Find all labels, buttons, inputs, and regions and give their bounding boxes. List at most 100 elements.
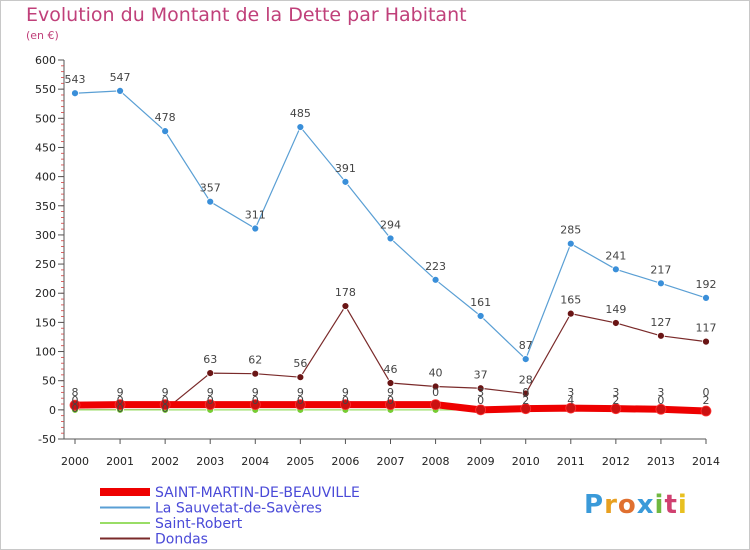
y-tick-label: 350 (35, 200, 56, 213)
data-label: 311 (245, 209, 266, 222)
legend-label: Dondas (155, 532, 208, 548)
data-point (385, 399, 396, 410)
logo-letter: i (654, 490, 665, 520)
logo-letter: i (677, 490, 688, 520)
small-data-label: 0 (387, 394, 394, 407)
data-labels: 543 5474783573114853912942231618728524121… (65, 71, 717, 415)
data-point (159, 399, 171, 410)
data-label: 28 (519, 374, 533, 387)
data-point (69, 399, 81, 411)
data-point (341, 177, 350, 186)
data-label: 63 (203, 353, 217, 366)
data-point (566, 239, 575, 248)
small-data-label: 0 (432, 386, 439, 399)
data-label: 40 (429, 367, 443, 380)
small-data-label: 0 (477, 394, 484, 407)
data-point (657, 331, 665, 340)
data-point (116, 87, 124, 95)
data-label: 543 (65, 73, 86, 86)
x-tick-label: 2007 (377, 455, 405, 468)
logo-letter: o (617, 490, 637, 520)
x-tick-label: 2014 (692, 455, 720, 468)
small-data-label: 4 (567, 394, 574, 407)
small-data-label: 9 (297, 386, 304, 399)
logo-letter: x (636, 490, 655, 520)
data-label: 285 (560, 224, 581, 237)
data-point (294, 399, 306, 410)
data-label: 357 (200, 182, 221, 195)
data-label: 165 (560, 294, 581, 307)
y-tick-label: 500 (35, 112, 56, 125)
y-unit-label: (en €) (26, 29, 59, 42)
y-tick-label: 550 (35, 83, 56, 96)
data-point (702, 337, 710, 346)
data-point (431, 382, 440, 391)
data-point (341, 302, 350, 310)
data-point (611, 319, 620, 327)
small-data-label: 9 (117, 386, 124, 399)
data-point (566, 309, 575, 318)
x-tick-label: 2013 (647, 455, 675, 468)
data-point (610, 403, 622, 415)
y-tick-label: 600 (35, 54, 56, 67)
data-point (206, 369, 215, 378)
data-point (431, 275, 440, 284)
data-point (475, 404, 487, 416)
data-label: 127 (650, 316, 671, 329)
legend-label: La Sauvetat-de-Savères (155, 501, 322, 517)
data-point (521, 389, 530, 398)
small-data-label: 8 (72, 386, 79, 399)
y-tick-label: 150 (35, 316, 56, 329)
data-point (655, 403, 667, 415)
data-point (251, 369, 260, 378)
x-tick-label: 2012 (602, 455, 630, 468)
data-label: 391 (335, 162, 356, 175)
small-data-label: 0 (657, 394, 664, 407)
data-point (476, 384, 485, 393)
small-data-label: 0 (522, 386, 529, 399)
small-data-label: 3 (612, 386, 619, 399)
y-tick-label: 200 (35, 287, 56, 300)
data-label: 149 (605, 303, 626, 316)
x-tick-label: 2008 (422, 455, 450, 468)
data-point (340, 399, 351, 410)
small-data-label: 0 (117, 402, 124, 415)
y-tick-label: 0 (49, 404, 56, 417)
x-tick-label: 2010 (512, 455, 540, 468)
data-point (657, 279, 665, 288)
data-point (565, 402, 577, 414)
data-label: 161 (470, 296, 491, 309)
small-data-label: 0 (703, 386, 710, 399)
data-point (386, 234, 395, 243)
small-data-label: 3 (657, 386, 664, 399)
proxiti-logo[interactable]: Proxiti (584, 490, 688, 520)
logo-letter: t (664, 490, 678, 520)
data-label: 56 (293, 357, 307, 370)
data-label: 37 (474, 368, 488, 381)
series-layer (69, 87, 712, 417)
logo-letter: r (604, 490, 618, 520)
data-point (521, 355, 530, 364)
data-label: 62 (248, 354, 262, 367)
data-point (611, 265, 620, 274)
y-tick-label: 450 (35, 141, 56, 154)
small-data-label: 3 (567, 386, 574, 399)
small-data-label: 2 (522, 394, 529, 407)
data-label: 192 (696, 278, 717, 291)
small-data-label: 9 (207, 386, 214, 399)
x-tick-label: 2001 (106, 455, 134, 468)
y-tick-label: 400 (35, 171, 56, 184)
data-point (700, 405, 712, 417)
small-data-label: 0 (72, 402, 79, 415)
small-data-label: 2 (612, 394, 619, 407)
chart-title: Evolution du Montant de la Dette par Hab… (26, 4, 467, 26)
data-point (251, 224, 260, 233)
data-point (71, 89, 79, 98)
y-tick-label: 100 (35, 346, 56, 359)
y-tick-label: 50 (42, 375, 56, 388)
data-label: 223 (425, 260, 446, 273)
small-data-label: 9 (162, 386, 169, 399)
data-label: 478 (155, 111, 176, 124)
